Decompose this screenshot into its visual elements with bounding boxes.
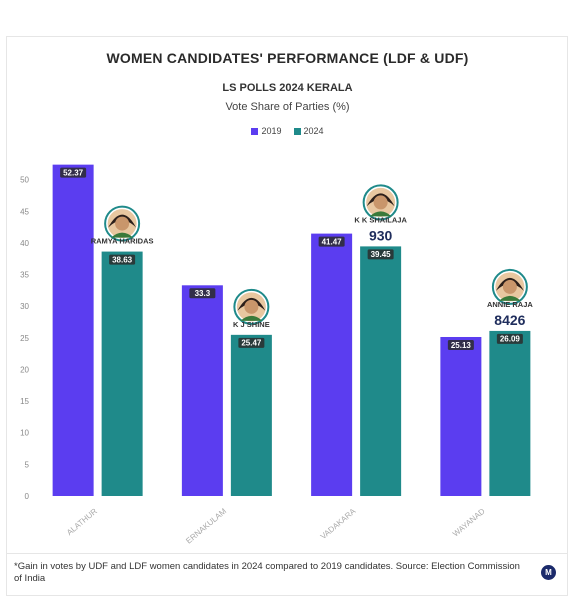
avatar-head <box>373 195 388 210</box>
chart-card <box>6 36 568 596</box>
y-axis: 0 5 10 15 20 25 30 35 40 45 50 <box>20 176 29 501</box>
candidate-name: RAMYA HARIDAS <box>91 237 154 246</box>
chart-legend: 2019 2024 <box>0 126 575 136</box>
data-label: 25.47 <box>241 339 262 348</box>
data-label: 33.3 <box>195 289 211 298</box>
brand-logo: M <box>541 565 556 580</box>
data-label: 26.09 <box>500 335 521 344</box>
y-tick-label: 50 <box>20 176 29 185</box>
legend-label-2019: 2019 <box>261 126 282 136</box>
y-tick-label: 40 <box>20 239 29 248</box>
footer-divider <box>6 553 568 554</box>
bar-2019-alathur[interactable] <box>52 164 94 496</box>
candidate-name: ANNIE RAJA <box>487 300 533 309</box>
x-axis: ALATHUR ERNAKULAM VADAKARA WAYANAD <box>65 506 487 545</box>
y-tick-label: 15 <box>20 397 29 406</box>
data-label-bg <box>109 254 136 265</box>
data-label: 41.47 <box>322 237 343 246</box>
legend-item-2019[interactable]: 2019 <box>251 126 282 136</box>
y-tick-label: 25 <box>20 334 29 343</box>
bars: 52.37 38.63 33.3 25.47 41.47 39.45 25.13 26.09 <box>52 164 531 496</box>
bar-2024-wayanad[interactable] <box>489 330 531 496</box>
y-tick-label: 30 <box>20 302 29 311</box>
footnote: *Gain in votes by UDF and LDF women cand… <box>14 561 520 584</box>
chart-ylabel: Vote Share of Parties (%) <box>225 101 350 113</box>
avatar-body <box>498 295 521 301</box>
data-label-bg <box>367 249 394 260</box>
bar-2024-ernakulam[interactable] <box>230 334 272 496</box>
y-tick-label: 0 <box>25 492 30 501</box>
bar-2024-vadakara[interactable] <box>360 246 402 496</box>
legend-swatch-2024 <box>293 127 301 135</box>
avatar-body <box>240 315 263 321</box>
bar-2019-vadakara[interactable] <box>311 233 353 496</box>
data-label: 39.45 <box>371 250 392 259</box>
candidate-name: K K SHAILAJA <box>354 215 407 224</box>
data-label-bg <box>318 236 345 247</box>
avatar-body <box>111 232 134 238</box>
y-tick-label: 10 <box>20 429 29 438</box>
chart-title: WOMEN CANDIDATES' PERFORMANCE (LDF & UDF… <box>106 50 469 66</box>
data-label-bg <box>60 167 87 178</box>
x-tick-label: ERNAKULAM <box>184 506 228 545</box>
data-label: 52.37 <box>63 168 84 177</box>
data-label-bg <box>496 333 523 344</box>
vote-gain: 8426 <box>494 312 525 328</box>
x-tick-label: WAYANAD <box>451 506 487 538</box>
data-label-bg <box>447 339 474 350</box>
y-tick-label: 35 <box>20 271 29 280</box>
avatar-hair <box>366 193 395 207</box>
avatar-hair <box>495 277 524 291</box>
avatar-body <box>369 211 392 217</box>
legend-label-2024: 2024 <box>303 126 324 136</box>
vote-gain: 930 <box>369 227 393 243</box>
chart-subtitle: LS POLLS 2024 KERALA <box>222 82 353 94</box>
bar-2019-wayanad[interactable] <box>440 336 482 496</box>
avatar-head <box>502 279 517 294</box>
legend-swatch-2019 <box>251 127 259 135</box>
bar-2024-alathur[interactable] <box>101 251 143 496</box>
data-label: 25.13 <box>451 341 472 350</box>
y-tick-label: 5 <box>25 460 30 469</box>
data-label-bg <box>238 337 265 348</box>
x-tick-label: ALATHUR <box>65 506 99 537</box>
data-label: 38.63 <box>112 255 133 264</box>
data-label-bg <box>189 288 216 299</box>
y-tick-label: 45 <box>20 207 29 216</box>
avatar-head <box>244 299 259 314</box>
candidate-name: K J SHINE <box>233 320 270 329</box>
x-tick-label: VADAKARA <box>319 506 358 541</box>
avatar-hair <box>108 214 137 228</box>
avatar-hair <box>237 297 266 311</box>
legend-item-2024[interactable]: 2024 <box>293 126 324 136</box>
y-tick-label: 20 <box>20 365 29 374</box>
annotations: RAMYA HARIDAS K J SHINE K K SHAILAJA 930 ANN… <box>91 184 533 329</box>
avatar-head <box>115 216 130 231</box>
bar-2019-ernakulam[interactable] <box>181 285 223 496</box>
